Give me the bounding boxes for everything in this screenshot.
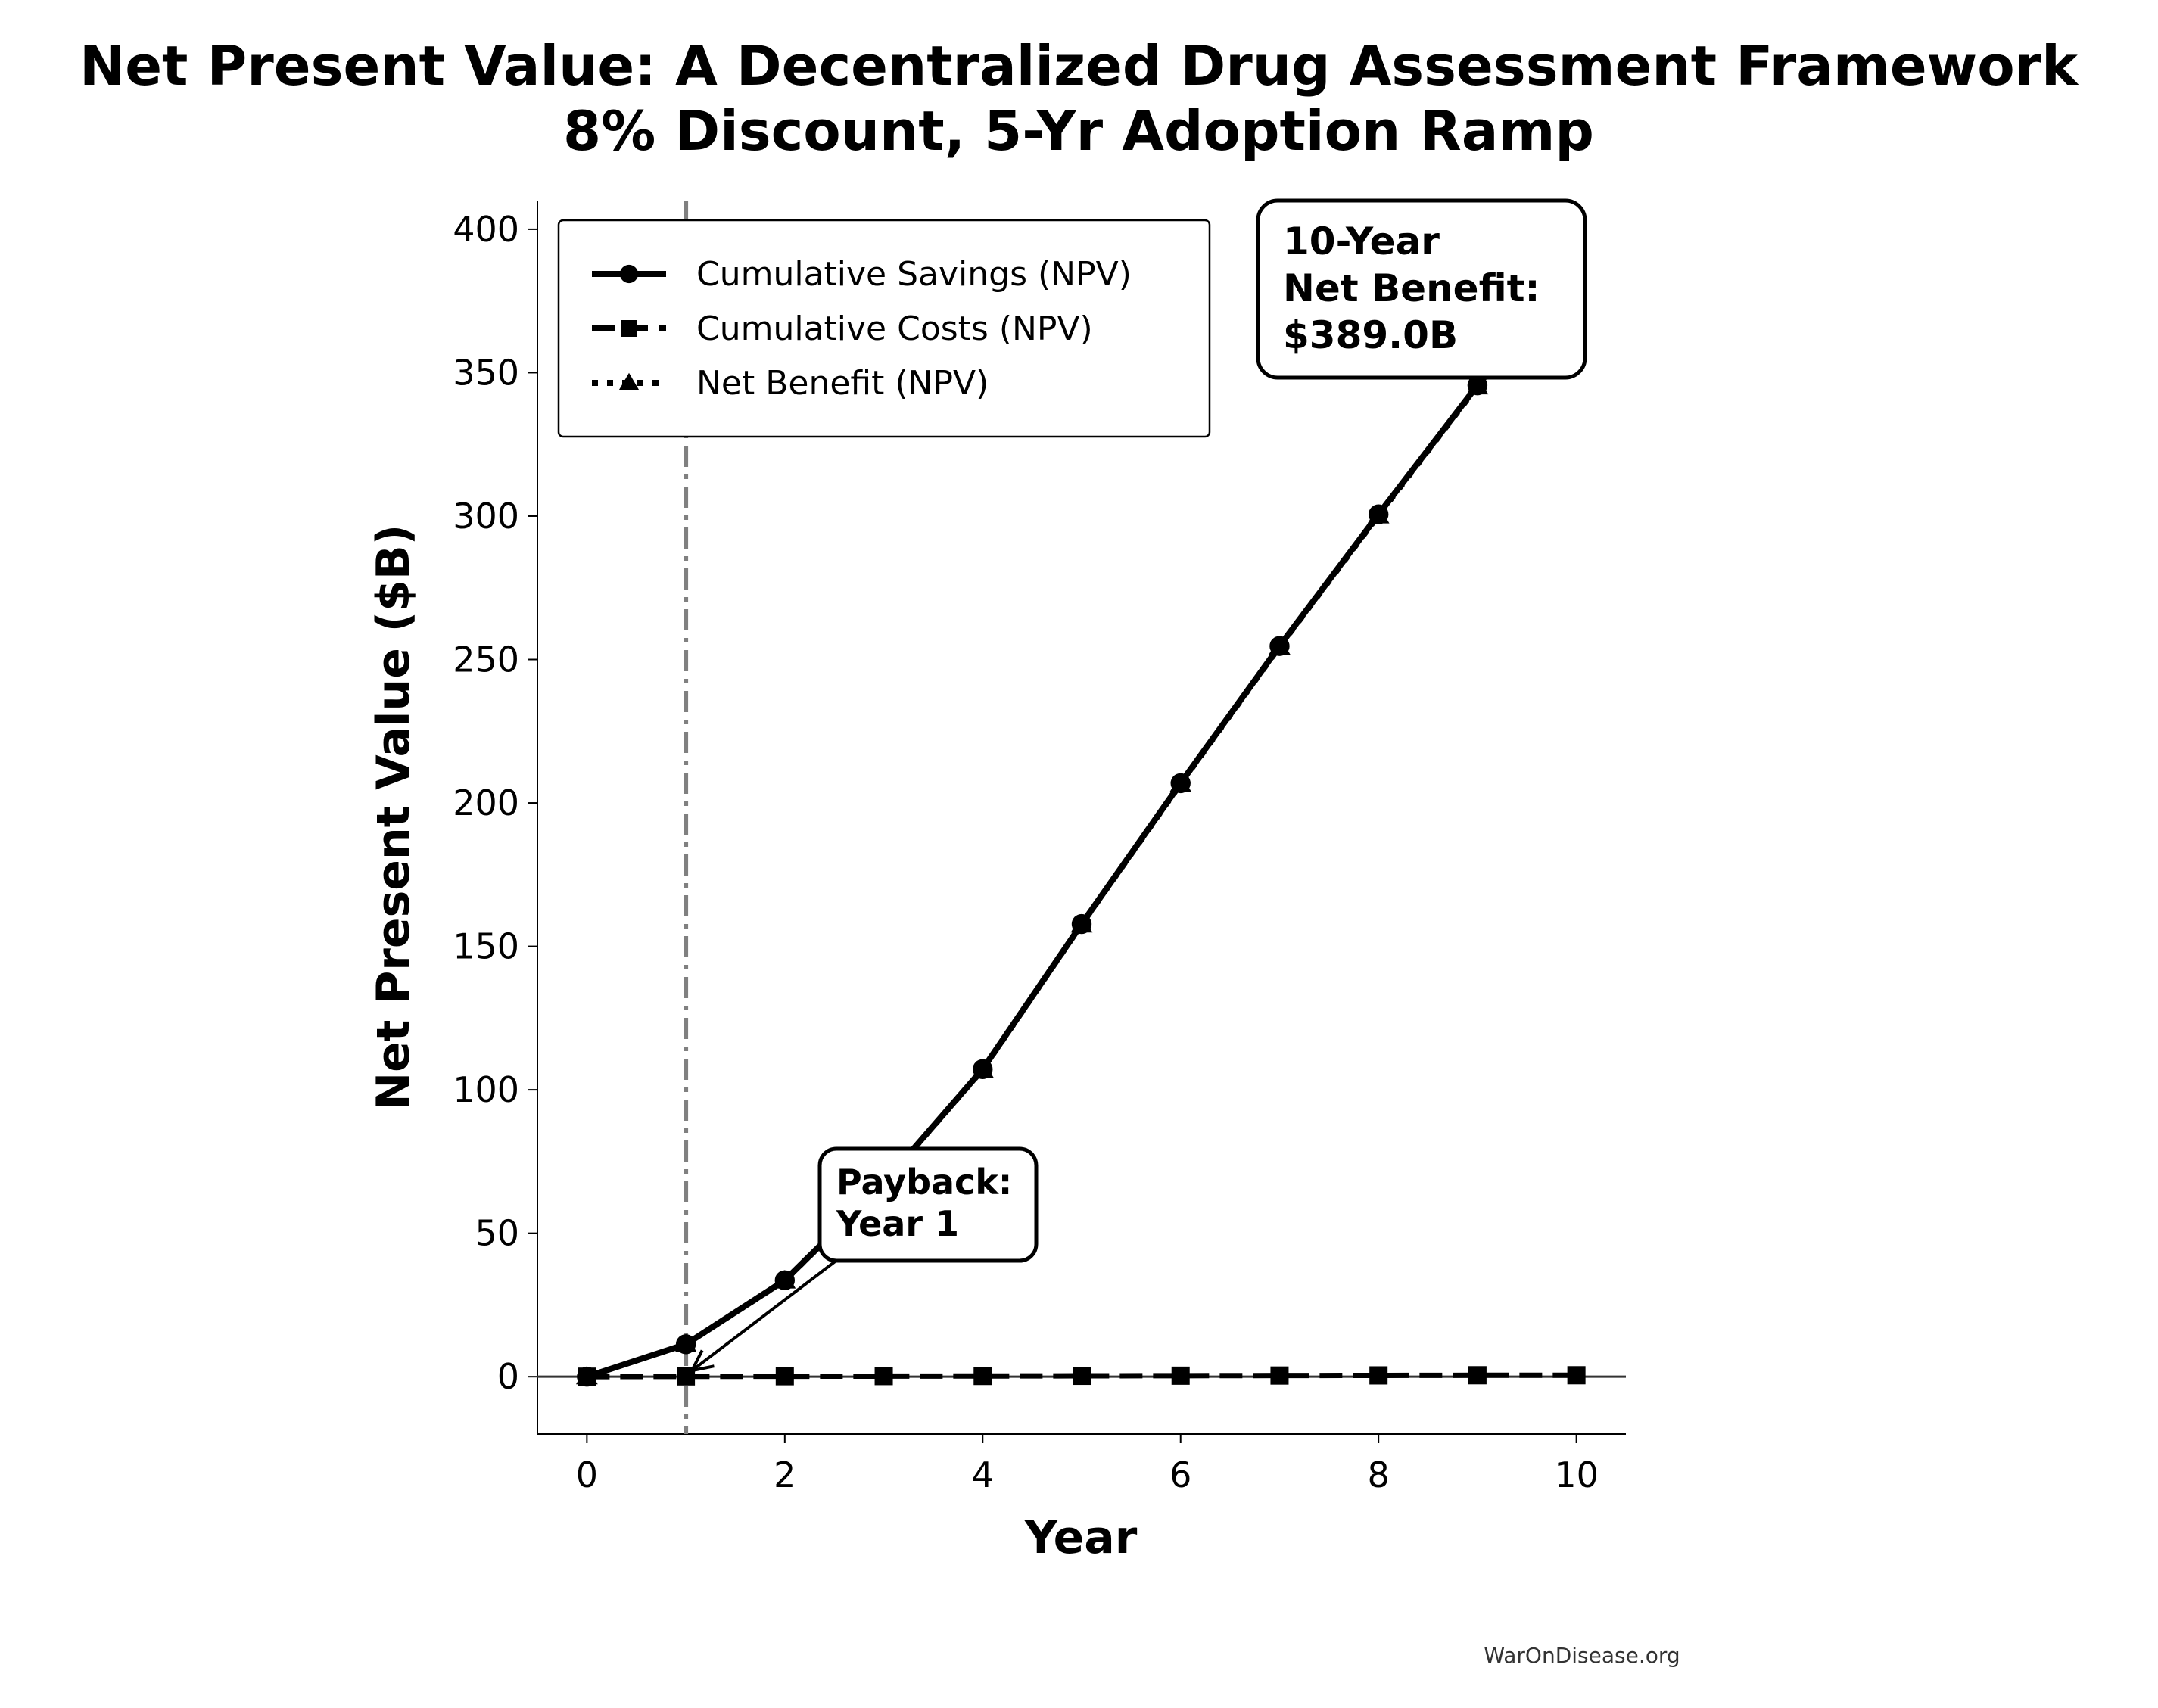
net-benefit-label-line-1: 10-Year — [1283, 219, 1440, 263]
chart-title-line-1: Net Present Value: A Decentralized Drug … — [79, 34, 2079, 98]
x-tick-label: 2 — [774, 1454, 796, 1495]
x-tick-label: 0 — [576, 1454, 598, 1495]
net-benefit-label-line-3: $389.0B — [1283, 313, 1458, 357]
x-axis-label: Year — [1024, 1511, 1138, 1564]
x-tick-label: 8 — [1368, 1454, 1390, 1495]
payback-annotation: Payback: Year 1 — [689, 1146, 1039, 1373]
x-tick-label: 10 — [1554, 1454, 1599, 1495]
payback-box — [817, 1146, 1039, 1263]
series-markers — [575, 249, 1588, 1387]
watermark: WarOnDisease.org — [1484, 1643, 1680, 1668]
data-point-square — [1369, 1366, 1388, 1385]
data-point-square — [1171, 1366, 1190, 1385]
y-tick-label: 0 — [497, 1356, 519, 1397]
data-point-square — [874, 1367, 893, 1386]
data-point-circle — [1170, 773, 1191, 794]
data-point-square — [1270, 1366, 1289, 1385]
y-tick-label: 200 — [453, 782, 519, 823]
payback-label-line-2: Year 1 — [836, 1203, 959, 1244]
x-tick-label: 4 — [972, 1454, 994, 1495]
payback-arrowhead — [689, 1349, 715, 1373]
legend-label: Cumulative Savings (NPV) — [696, 255, 1132, 294]
legend-label: Cumulative Costs (NPV) — [696, 310, 1093, 348]
data-point-circle — [1269, 636, 1290, 656]
y-tick-label: 300 — [453, 496, 519, 537]
net-benefit-annotation: 10-Year Net Benefit: $389.0B — [1256, 198, 1587, 380]
chart-title-line-2: 8% Discount, 5-Yr Adoption Ramp — [563, 99, 1594, 163]
data-point-square — [973, 1367, 992, 1386]
legend-box — [557, 219, 1211, 438]
y-tick-label: 400 — [453, 209, 519, 250]
net-benefit-label-line-2: Net Benefit: — [1283, 266, 1540, 310]
legend-label: Net Benefit (NPV) — [696, 364, 989, 403]
y-tick-label: 50 — [475, 1213, 519, 1254]
x-tick-label: 6 — [1169, 1454, 1191, 1495]
payback-arrow — [690, 1253, 845, 1372]
data-point-circle — [1467, 375, 1488, 396]
y-tick-label: 250 — [453, 639, 519, 680]
legend-swatch-marker — [621, 320, 637, 337]
data-point-circle — [577, 1366, 597, 1387]
payback-label-line-1: Payback: — [836, 1162, 1012, 1202]
y-tick-label: 350 — [453, 352, 519, 393]
y-axis-label: Net Present Value ($B) — [367, 524, 420, 1110]
data-point-circle — [973, 1059, 993, 1080]
legend-swatch-marker — [618, 372, 640, 390]
data-point-circle — [1368, 504, 1389, 524]
data-point-square — [775, 1367, 794, 1386]
net-benefit-box — [1256, 198, 1587, 380]
legend-items: Cumulative Savings (NPV) Cumulative Costs… — [592, 255, 1132, 403]
data-point-circle — [774, 1270, 796, 1291]
data-point-square — [1073, 1367, 1091, 1386]
data-point-square — [1468, 1366, 1487, 1385]
data-point-circle — [1071, 913, 1092, 935]
data-point-square — [1567, 1366, 1586, 1385]
y-tick-label: 100 — [453, 1069, 519, 1110]
legend: Cumulative Savings (NPV) Cumulative Costs… — [557, 219, 1211, 438]
legend-swatch-marker — [619, 264, 639, 284]
y-tick-label: 150 — [453, 926, 519, 967]
data-point-circle — [675, 1334, 696, 1355]
